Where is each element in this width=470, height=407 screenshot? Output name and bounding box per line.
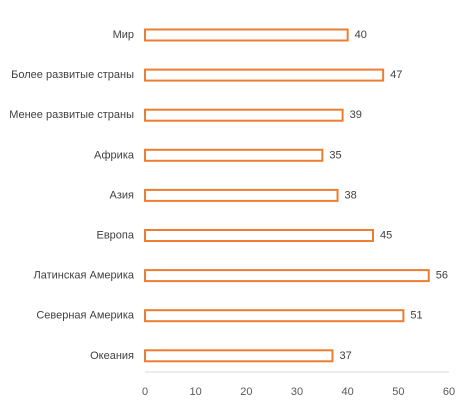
- value-label: 40: [355, 29, 367, 41]
- value-label: 38: [345, 189, 357, 201]
- x-axis-tick-labels: 0 10 20 30 40 50 60: [142, 386, 455, 398]
- x-tick-label: 30: [291, 386, 303, 398]
- bar: [144, 269, 430, 283]
- category-label: Африка: [94, 149, 135, 161]
- value-label: 39: [350, 109, 362, 121]
- value-label: 35: [329, 149, 341, 161]
- x-tick-label: 0: [142, 386, 148, 398]
- value-label: 37: [339, 350, 351, 362]
- value-label: 45: [380, 230, 392, 242]
- category-label: Океания: [90, 350, 134, 362]
- x-tick-label: 60: [443, 386, 455, 398]
- bars-group: [144, 28, 430, 363]
- x-tick-label: 20: [240, 386, 252, 398]
- x-tick-label: 10: [190, 386, 202, 398]
- value-label: 51: [410, 310, 422, 322]
- x-tick-label: 50: [392, 386, 404, 398]
- category-label: Азия: [110, 189, 135, 201]
- category-label: Европа: [97, 230, 135, 242]
- category-label: Мир: [113, 29, 134, 41]
- category-label: Более развитые страны: [11, 69, 134, 81]
- bar: [144, 148, 324, 162]
- category-labels: Мир Более развитые страны Менее развитые с…: [9, 29, 135, 362]
- bar: [144, 349, 334, 363]
- value-label: 47: [390, 69, 402, 81]
- category-label: Латинская Америка: [34, 270, 135, 282]
- bar: [144, 309, 405, 323]
- bar: [144, 68, 385, 82]
- bar: [144, 188, 339, 202]
- category-label: Северная Америка: [36, 310, 135, 322]
- category-label: Менее развитые страны: [9, 109, 134, 121]
- x-tick-label: 40: [342, 386, 354, 398]
- bar: [144, 108, 344, 122]
- bar: [144, 28, 349, 42]
- value-labels: 40 47 39 35 38 45 56 51 37: [329, 29, 448, 362]
- bar: [144, 229, 374, 242]
- value-label: 56: [436, 270, 448, 282]
